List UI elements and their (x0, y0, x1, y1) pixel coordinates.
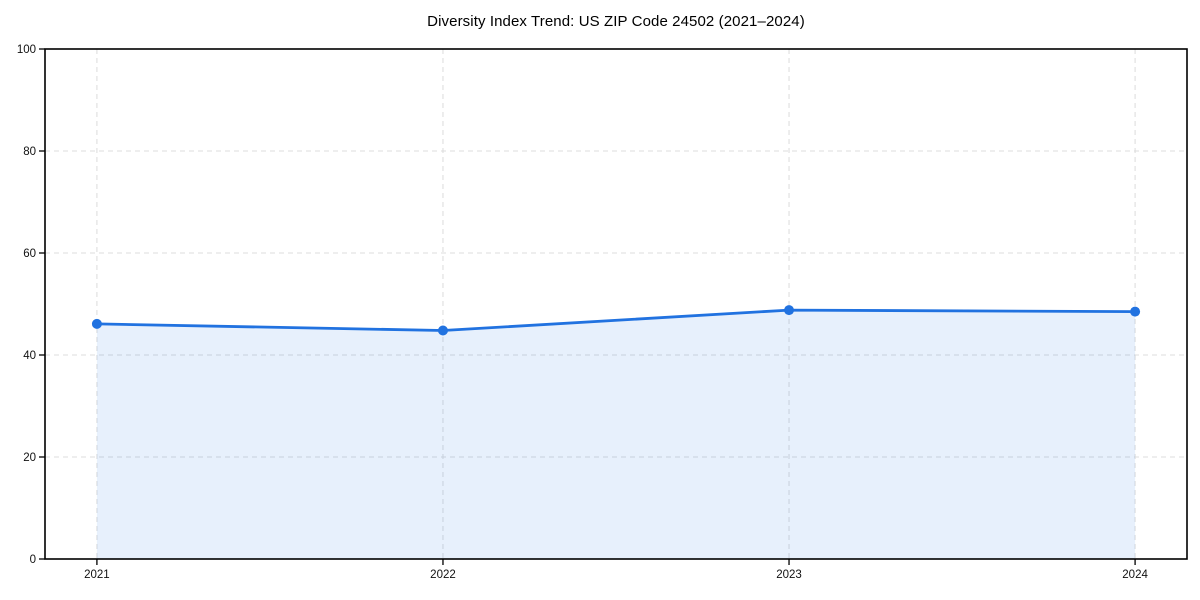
y-tick-label: 20 (23, 452, 36, 464)
data-point (784, 305, 795, 316)
trend-line (95, 308, 1137, 332)
x-tick-label: 2021 (84, 569, 110, 581)
data-point (1130, 306, 1141, 317)
area-fill (96, 310, 1136, 559)
x-tick-label: 2024 (1122, 569, 1148, 581)
y-tick-label: 100 (17, 44, 36, 56)
y-tick-label: 60 (23, 248, 36, 260)
data-point (91, 318, 102, 329)
axes-box (44, 48, 1188, 560)
y-tick-label: 80 (23, 146, 36, 158)
x-tick-label: 2023 (776, 569, 802, 581)
x-tick-label: 2022 (430, 569, 456, 581)
data-point (437, 325, 448, 336)
chart-title: Diversity Index Trend: US ZIP Code 24502… (427, 13, 805, 30)
y-tick-label: 40 (23, 350, 36, 362)
y-tick-label: 0 (30, 554, 36, 566)
